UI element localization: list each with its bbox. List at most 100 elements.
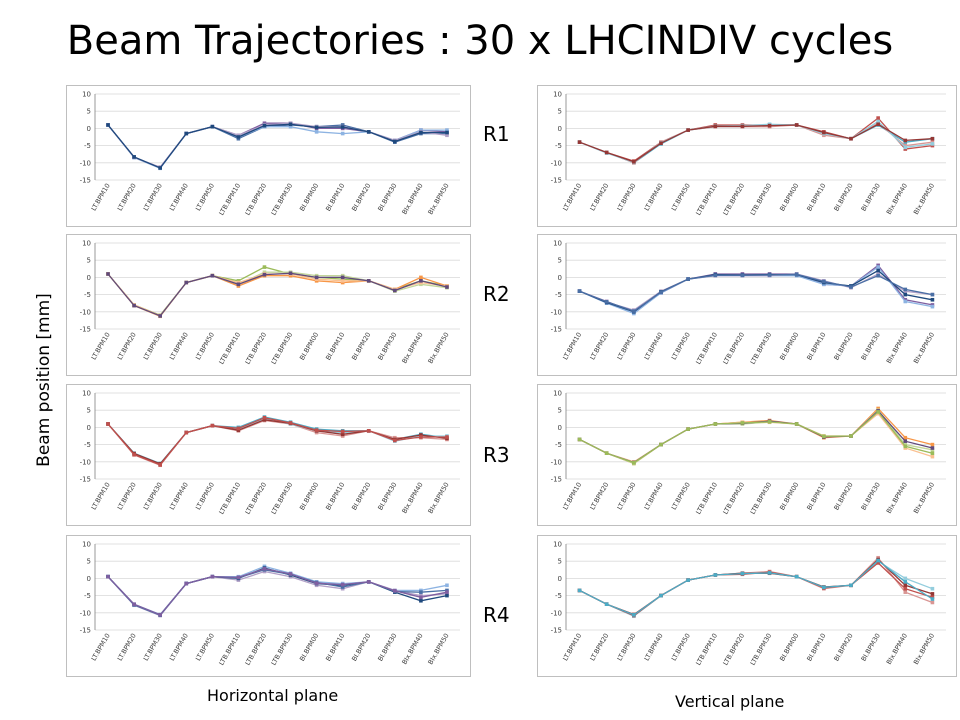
x-tick-label: BIx.BPM50	[912, 481, 936, 515]
y-tick-label: 5	[87, 257, 91, 265]
y-tick-label: -10	[80, 458, 91, 466]
data-point	[445, 130, 449, 135]
series-line	[579, 558, 933, 616]
series-line	[579, 123, 933, 163]
data-point	[903, 590, 908, 594]
y-tick-label: 5	[87, 558, 91, 566]
x-tick-label: LTB.BPM20	[721, 481, 746, 516]
y-tick-label: 10	[553, 91, 562, 99]
x-tick-label: LT.BPM50	[194, 632, 216, 662]
y-tick-label: -10	[551, 609, 562, 617]
x-tick-label: BI.BPM20	[832, 481, 854, 512]
series-line	[579, 120, 933, 163]
x-tick-label: LT.BPM40	[168, 481, 190, 511]
data-point	[903, 287, 908, 292]
x-tick-label: LT.BPM30	[616, 632, 638, 662]
x-tick-label: BIx.BPM40	[400, 331, 424, 365]
data-point	[106, 123, 110, 127]
data-point	[876, 265, 880, 269]
data-point	[340, 131, 345, 136]
data-point	[822, 130, 826, 135]
data-point	[419, 598, 423, 603]
data-point	[849, 136, 853, 141]
data-point	[132, 602, 136, 606]
x-tick-label: LT.BPM50	[194, 182, 216, 212]
y-tick-label: 10	[553, 240, 562, 248]
x-tick-label: BIx.BPM50	[426, 481, 450, 515]
chart-vertical-r3: 10 5 0 -5 -10 -15 LT.BPM10 LT.BPM20 LT.BPM30 LT.B…	[537, 384, 957, 526]
x-tick-label: LTB.BPM20	[244, 481, 269, 516]
data-point	[288, 124, 293, 129]
data-point	[132, 303, 136, 308]
y-tick-label: 10	[82, 541, 91, 549]
x-tick-label: LTB.BPM30	[270, 632, 295, 667]
data-point	[903, 439, 908, 443]
x-tick-label: BI.BPM20	[832, 331, 854, 362]
x-tick-label: BI.BPM00	[778, 632, 800, 663]
x-tick-label: BI.BPM30	[860, 632, 882, 663]
data-point	[930, 446, 935, 450]
data-point	[903, 586, 908, 591]
x-tick-label: LTB.BPM20	[721, 632, 746, 667]
series-line	[579, 562, 933, 617]
data-point	[794, 272, 799, 277]
data-point	[740, 571, 745, 576]
data-point	[876, 268, 880, 273]
data-point	[445, 435, 449, 439]
data-point	[314, 125, 319, 130]
x-tick-label: BIx.BPM50	[912, 182, 936, 216]
data-point	[659, 141, 663, 145]
data-point	[184, 280, 189, 285]
x-tick-label: BI.BPM10	[324, 331, 346, 362]
x-tick-label: LT.BPM30	[616, 331, 638, 361]
x-tick-label: LT.BPM50	[670, 331, 692, 361]
data-point	[288, 421, 293, 425]
x-tick-label: LT.BPM20	[588, 182, 610, 212]
data-point	[366, 130, 371, 134]
y-tick-label: 0	[87, 125, 91, 133]
x-tick-label: LT.BPM20	[588, 481, 610, 511]
y-tick-label: -15	[551, 627, 562, 635]
chart-horizontal-r2: 10 5 0 -5 -10 -15 LT.BPM10 LT.BPM20 LT.BPM30 LT.B…	[66, 234, 471, 376]
data-point	[445, 583, 449, 588]
x-tick-label: BIx.BPM40	[885, 632, 909, 666]
data-point	[419, 279, 423, 283]
x-tick-label: LTB.BPM20	[244, 331, 269, 366]
series-line	[107, 124, 447, 170]
series-line	[579, 560, 933, 617]
ring-label-r4: R4	[483, 603, 510, 627]
series-line	[107, 272, 448, 317]
data-point	[577, 437, 582, 442]
x-tick-label: LT.BPM30	[142, 632, 164, 662]
x-tick-label: BI.BPM10	[324, 632, 346, 663]
x-tick-label: LT.BPM40	[643, 331, 665, 361]
data-point	[849, 434, 853, 438]
data-point	[158, 613, 162, 617]
x-tick-label: LTB.BPM30	[270, 182, 295, 217]
x-tick-label: BI.BPM10	[324, 481, 346, 512]
data-point	[632, 461, 636, 465]
data-point	[393, 288, 397, 293]
data-point	[903, 583, 908, 588]
x-tick-label: LT.BPM50	[670, 481, 692, 511]
series-line	[579, 409, 933, 464]
x-tick-label: LT.BPM40	[643, 481, 665, 511]
data-point	[314, 275, 319, 280]
x-tick-label: LTB.BPM10	[694, 182, 719, 217]
x-tick-label: BI.BPM20	[832, 182, 854, 213]
data-point	[106, 272, 110, 276]
data-point	[419, 435, 423, 439]
y-tick-label: -5	[555, 142, 562, 150]
data-point	[577, 140, 582, 144]
data-point	[632, 159, 636, 164]
x-tick-label: LT.BPM40	[643, 182, 665, 212]
data-point	[930, 454, 935, 459]
data-point	[340, 275, 345, 280]
x-tick-label: LTB.BPM30	[270, 481, 295, 516]
y-tick-label: -10	[551, 308, 562, 316]
y-tick-label: -5	[84, 592, 91, 600]
data-point	[340, 582, 345, 587]
x-tick-label: LT.BPM10	[90, 481, 112, 511]
x-tick-label: BI.BPM30	[860, 331, 882, 362]
data-point	[419, 275, 423, 280]
